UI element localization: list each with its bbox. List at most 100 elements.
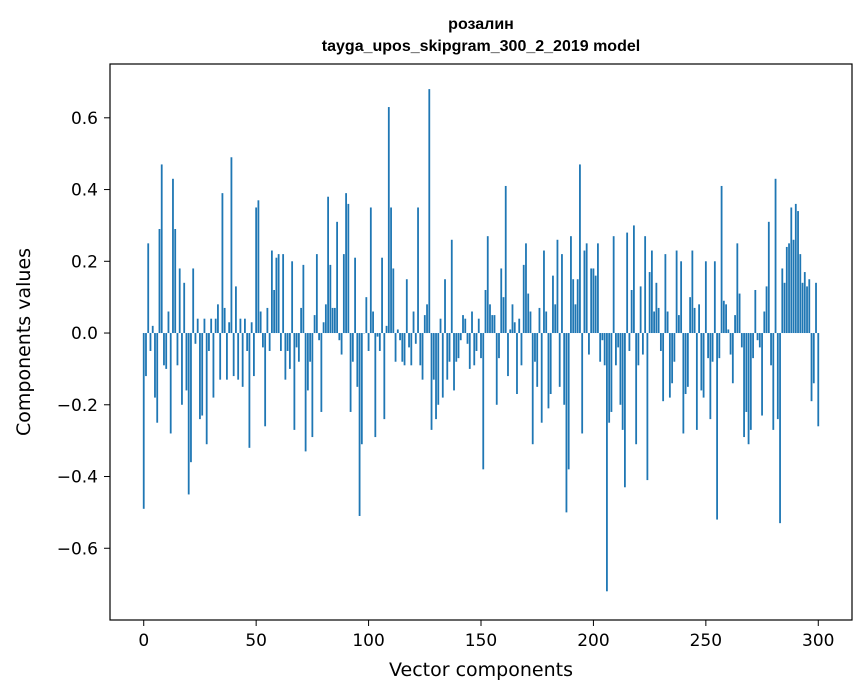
bar-97 — [360, 333, 363, 445]
bar-210 — [615, 333, 617, 366]
bar-223 — [644, 236, 647, 334]
bar-294 — [803, 272, 806, 334]
bar-111 — [392, 268, 395, 334]
bar-279 — [770, 333, 772, 366]
bar-21 — [190, 333, 192, 463]
bar-148 — [475, 333, 478, 351]
y-tick-label: −0.4 — [57, 468, 98, 488]
bar-168 — [520, 333, 523, 366]
bar-248 — [700, 333, 703, 391]
bar-245 — [693, 307, 696, 334]
bar-8 — [160, 164, 163, 334]
bar-217 — [630, 289, 633, 334]
bar-83 — [329, 264, 332, 334]
bar-244 — [691, 250, 694, 334]
bar-156 — [493, 315, 496, 334]
bar-162 — [507, 333, 509, 377]
bar-121 — [414, 333, 417, 344]
bar-293 — [801, 282, 804, 334]
x-tick-label: 0 — [138, 631, 149, 651]
bar-242 — [686, 333, 689, 387]
bar-125 — [423, 315, 426, 334]
bar-262 — [731, 333, 734, 384]
bar-45 — [244, 318, 246, 334]
bar-200 — [592, 268, 595, 334]
bar-101 — [369, 207, 372, 334]
bar-232 — [664, 254, 667, 334]
bar-107 — [383, 333, 386, 420]
bar-34 — [219, 333, 222, 380]
bar-67 — [293, 333, 296, 430]
bar-274 — [758, 333, 761, 348]
bar-19 — [185, 333, 188, 391]
bar-64 — [286, 333, 289, 351]
bar-299 — [815, 282, 817, 334]
bar-151 — [482, 333, 485, 470]
bar-128 — [430, 333, 433, 430]
bar-249 — [702, 333, 705, 398]
bar-176 — [538, 307, 541, 334]
bar-144 — [466, 333, 469, 344]
bar-226 — [650, 250, 653, 334]
bar-277 — [765, 286, 768, 334]
bar-126 — [426, 304, 428, 334]
bar-181 — [549, 333, 552, 395]
bar-198 — [588, 333, 590, 355]
bar-75 — [311, 333, 314, 438]
bar-276 — [763, 311, 766, 334]
bar-145 — [468, 333, 471, 369]
bar-26 — [201, 333, 204, 416]
bar-173 — [531, 333, 534, 445]
bar-270 — [749, 333, 752, 430]
bar-170 — [525, 243, 527, 334]
bar-202 — [597, 243, 599, 334]
bar-221 — [639, 286, 642, 334]
bar-216 — [628, 333, 631, 351]
bar-280 — [772, 333, 775, 430]
bar-32 — [214, 318, 217, 334]
bar-272 — [754, 289, 757, 334]
bar-49 — [253, 333, 255, 377]
bar-284 — [781, 268, 784, 334]
bar-180 — [547, 333, 550, 409]
bar-208 — [610, 333, 613, 412]
bar-61 — [279, 333, 282, 351]
bar-220 — [637, 333, 640, 366]
bar-113 — [396, 329, 399, 334]
bar-24 — [196, 318, 199, 334]
bar-229 — [657, 307, 660, 334]
bar-135 — [446, 333, 449, 380]
bar-54 — [264, 333, 267, 427]
bar-91 — [347, 203, 350, 334]
bar-16 — [178, 268, 181, 334]
bar-251 — [707, 333, 709, 359]
bar-189 — [567, 333, 570, 470]
bar-40 — [232, 333, 235, 377]
bar-254 — [713, 261, 716, 334]
bar-178 — [543, 250, 545, 334]
bar-187 — [563, 333, 566, 405]
bar-134 — [444, 279, 446, 334]
bar-89 — [342, 254, 345, 334]
bar-5 — [154, 333, 156, 398]
x-tick-label: 50 — [245, 631, 267, 651]
bar-195 — [581, 333, 584, 434]
bar-72 — [304, 333, 307, 452]
bar-230 — [659, 333, 662, 351]
bar-20 — [187, 333, 190, 495]
x-tick-label: 250 — [690, 631, 722, 651]
bar-158 — [498, 333, 500, 359]
bar-133 — [441, 333, 444, 398]
bar-96 — [358, 333, 361, 516]
bar-68 — [295, 333, 298, 348]
bar-183 — [554, 304, 557, 334]
bar-30 — [210, 318, 213, 334]
bar-36 — [223, 307, 226, 334]
bar-6 — [156, 333, 159, 423]
bar-207 — [608, 333, 611, 423]
bar-7 — [158, 229, 161, 334]
bar-273 — [756, 333, 759, 341]
bar-53 — [262, 333, 264, 348]
bar-118 — [408, 333, 410, 348]
bar-90 — [345, 193, 347, 334]
